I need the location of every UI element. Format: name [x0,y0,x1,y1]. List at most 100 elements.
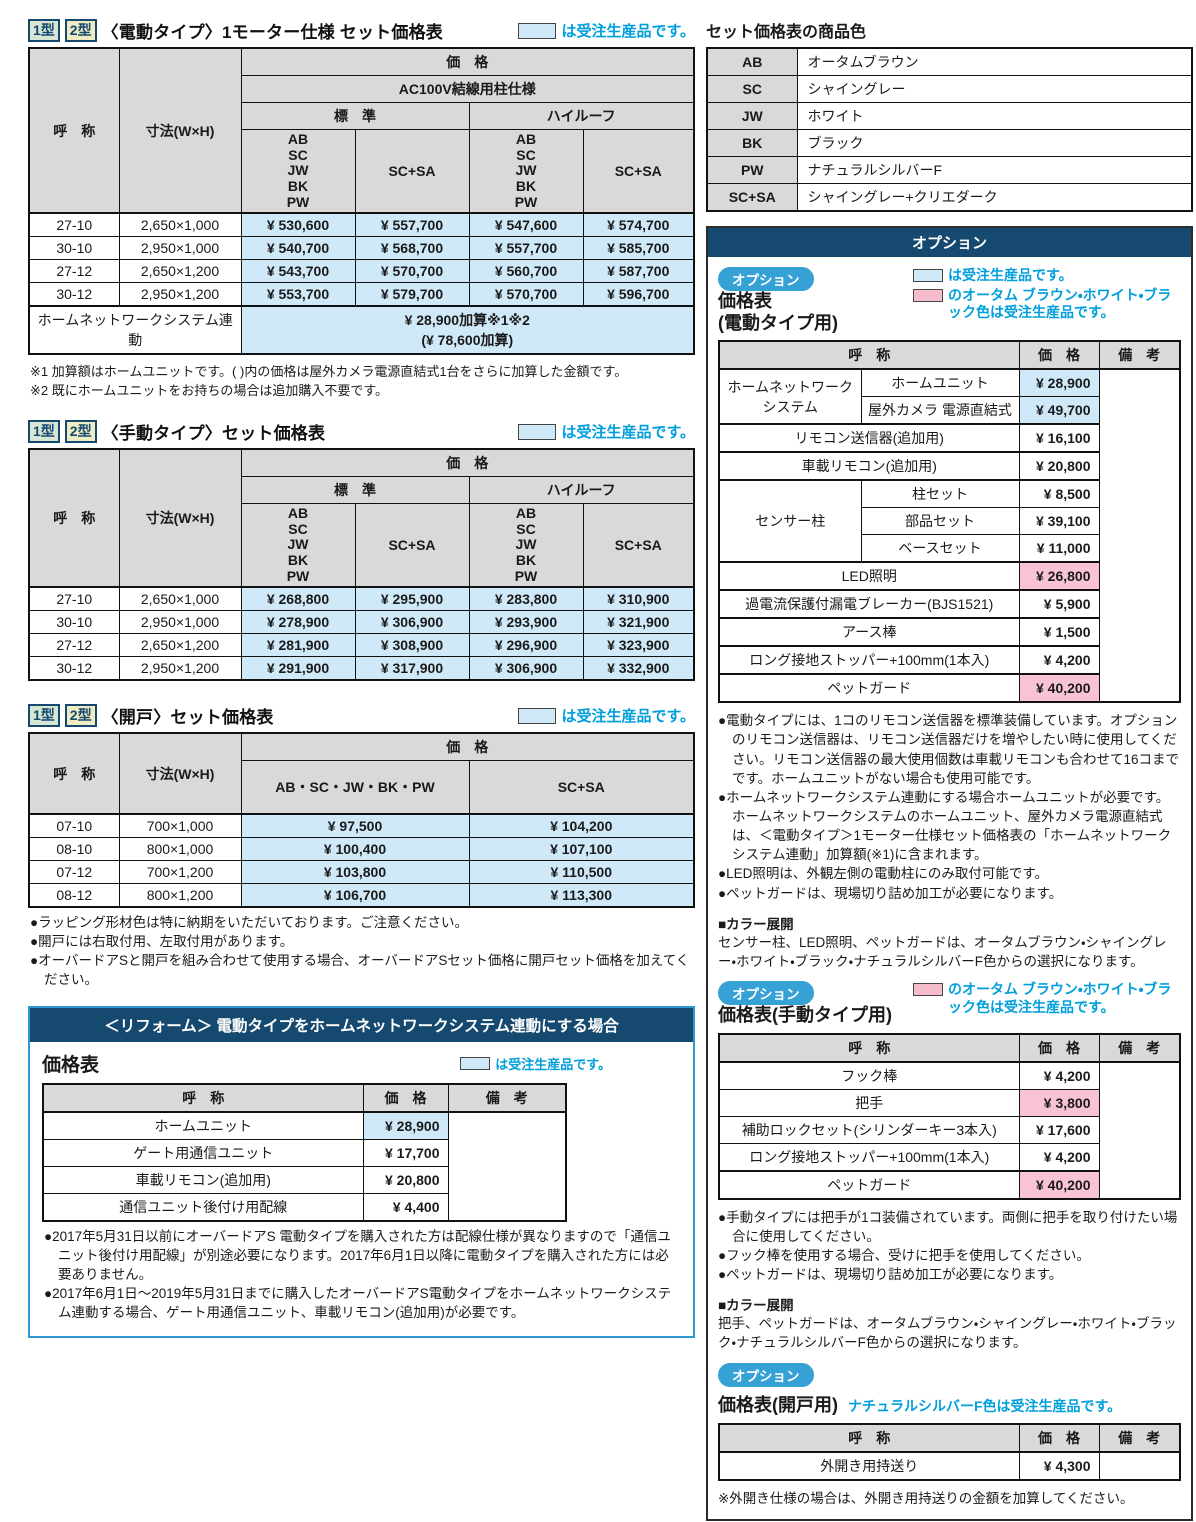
biko-cell [1098,1450,1181,1481]
price-cell: ¥ 308,900 [354,633,470,658]
col-header-size: 寸法(W×H) [118,732,242,815]
color-code-cell: BK [706,129,798,157]
kaito-options-table: 呼 称 価 格 備 考 外開き用持送り ¥ 4,300 [718,1422,1181,1481]
col-header-scsa: SC+SA [582,129,695,214]
table-row: 過電流保護付漏電ブレーカー(BJS1521) ¥ 5,900 [718,589,1180,619]
price-cell: ¥ 3,800 [1018,1088,1100,1117]
option-pill-badge: オプション [718,981,814,1006]
table-row: 呼 称 価 格 備 考 [718,1423,1181,1453]
price-cell: ¥ 16,100 [1018,423,1100,453]
col-header-price: 価 格 [240,448,695,478]
item-name-cell: ホームユニット [42,1110,364,1140]
blue-legend-line: は受注生産品です。 [913,267,1181,285]
table-row: LED照明 ¥ 26,800 [718,561,1180,591]
col-header-ac100v: AC100V結線用柱仕様 [240,75,695,103]
price-cell: ¥ 579,700 [354,282,470,307]
item-name-cell: LED照明 [718,561,1020,591]
price-cell: ¥ 1,500 [1018,617,1100,647]
type1-badge: 1型 [28,19,60,42]
table-row: SC シャイングレー [706,75,1193,103]
color-name-cell: ナチュラルシルバーF [796,156,1193,184]
color-table-title: セット価格表の商品色 [706,24,867,41]
table-row: 標 準 ハイルーフ [29,102,695,130]
manual-options-table: 呼 称 価 格 備 考 フック棒 ¥ 4,200 把手 ¥ 3,800 [718,1032,1181,1200]
col-header-colors-all: AB・SC・JW・BK・PW [240,760,470,815]
left-column: 1型 2型 〈電動タイプ〉1モーター仕様 セット価格表 は受注生産品です。 呼 … [28,18,695,1521]
main-columns: 1型 2型 〈電動タイプ〉1モーター仕様 セット価格表 は受注生産品です。 呼 … [28,18,1193,1521]
price-cell: ¥ 28,900 [362,1110,449,1140]
home-network-row: ホームネットワークシステム連動 ¥ 28,900加算※1※2 (¥ 78,600… [28,305,695,355]
table-row: 30-10 2,950×1,000 ¥ 278,900 ¥ 306,900 ¥ … [28,610,695,635]
price-cell: ¥ 530,600 [240,212,356,238]
color-code-cell: JW [706,102,798,130]
table-row: 07-10 700×1,000 ¥ 97,500 ¥ 104,200 [28,813,695,839]
col-header-biko: 備 考 [1098,1423,1181,1453]
size-code-cell: 07-12 [28,860,120,885]
electric-footnotes: ※1 加算額はホームユニットです。( )内の価格は屋外カメラ電源直結式1台をさら… [30,363,695,401]
price-cell: ¥ 585,700 [582,236,695,261]
col-header-standard: 標 準 [240,102,470,130]
table-row: フック棒 ¥ 4,200 [718,1060,1181,1200]
table-row: PW ナチュラルシルバーF [706,156,1193,184]
price-cell: ¥ 281,900 [240,633,356,658]
table-row: AB・SC・JW・BK・PW SC+SA [29,760,695,815]
price-cell: ¥ 310,900 [582,586,695,612]
size-code-cell: 08-10 [28,837,120,862]
reform-notes: ●2017年5月31日以前にオーバードアS 電動タイプを購入された方は配線仕様が… [44,1228,681,1322]
footnote: ※2 既にホームユニットをお持ちの場合は追加購入不要です。 [30,383,389,399]
note-item: ●手動タイプには把手が1コ装備されています。両側に把手を取り付けたい場合に使用し… [718,1209,1178,1244]
table-row: 30-12 2,950×1,200 ¥ 291,900 ¥ 317,900 ¥ … [28,656,695,681]
color-name-cell: ブラック [796,129,1193,157]
item-name-cell: 補助ロックセット(シリンダーキー3本入) [718,1115,1020,1144]
col-header-name: 呼 称 [28,47,120,214]
table-row: JW ホワイト [706,102,1193,130]
dimension-cell: 2,950×1,000 [118,610,242,635]
color-lineup-text: 把手、ペットガードは、オータムブラウン・シャイングレー・ホワイト・ブラック・ナチ… [718,1316,1177,1351]
blue-swatch-icon [518,423,557,440]
col-header-colors: AB SC JW BK PW [240,129,356,214]
made-to-order-legend: は受注生産品です。 [518,20,695,41]
color-code-cell: PW [706,156,798,184]
manual-heading: 〈手動タイプ〉セット価格表 [101,424,326,444]
kaito-section-title: 1型 2型 〈開戸〉セット価格表 は受注生産品です。 [28,703,695,728]
price-cell: ¥ 28,900 [1018,368,1100,398]
legend-text: は受注生産品です。 [948,267,1073,283]
table-row: 外開き用持送り ¥ 4,300 [718,1450,1181,1481]
pink-swatch-icon [913,983,943,997]
price-cell: ¥ 97,500 [240,813,470,839]
price-cell: ¥ 557,700 [354,212,470,238]
item-name-cell: 車載リモコン(追加用) [718,451,1020,481]
electric-options-title-row: オプション 価格表 (電動タイプ用) は受注生産品です。 のオータム ブラウン・… [718,267,1181,334]
legend-text: は受注生産品です。 [495,1056,611,1072]
kaito-options-title: オプション 価格表(開戸用) ナチュラルシルバーF色は受注生産品です。 [718,1362,1181,1417]
col-header-size: 寸法(W×H) [118,448,242,588]
size-code-cell: 27-12 [28,633,120,658]
item-name-cell: リモコン送信器(追加用) [718,423,1020,453]
col-header-name: 呼 称 [718,340,1020,370]
price-cell: ¥ 5,900 [1018,589,1100,619]
table-row: センサー柱 柱セット ¥ 8,500 [718,479,1180,563]
price-cell: ¥ 100,400 [240,837,470,862]
note-item: ●フック棒を使用する場合、受けに把手を使用してください。 [718,1247,1090,1263]
col-header-biko: 備 考 [447,1083,567,1113]
color-lineup-heading: ■カラー展開 [718,1298,794,1314]
reform-header: ＜リフォーム＞ 電動タイプをホームネットワークシステム連動にする場合 [30,1007,693,1042]
note-item: ●開戸には右取付用、左取付用があります。 [30,934,294,950]
item-name-cell: 屋外カメラ 電源直結式 [860,396,1020,425]
item-name-cell: ホームユニット [860,368,1020,398]
item-name-cell: ゲート用通信ユニット [42,1138,364,1167]
electric-price-table: 呼 称 寸法(W×H) 価 格 AC100V結線用柱仕様 標 準 ハイルーフ A… [28,47,695,356]
price-cell: ¥ 4,200 [1018,1060,1100,1090]
table-row: 呼 称 価 格 備 考 [718,1033,1181,1063]
table-row: 27-10 2,650×1,000 ¥ 268,800 ¥ 295,900 ¥ … [28,586,695,612]
kaito-options-note: ※外開き仕様の場合は、外開き用持送りの金額を加算してください。 [718,1490,1134,1506]
col-header-colors: AB SC JW BK PW [240,503,356,588]
reform-price-table: 呼 称 価 格 備 考 ホームユニット ¥ 28,900 ゲート用通信ユニット … [42,1082,567,1222]
table-row: 呼 称 寸法(W×H) 価 格 [28,732,695,815]
options-legend-block: は受注生産品です。 のオータム ブラウン・ホワイト・ブラック色は受注生産品です。 [913,267,1181,334]
item-name-cell: ペットガード [718,673,1020,703]
made-to-order-legend: は受注生産品です。 [518,705,695,726]
col-header-biko: 備 考 [1098,1033,1181,1063]
item-name-cell: フック棒 [718,1060,1020,1090]
